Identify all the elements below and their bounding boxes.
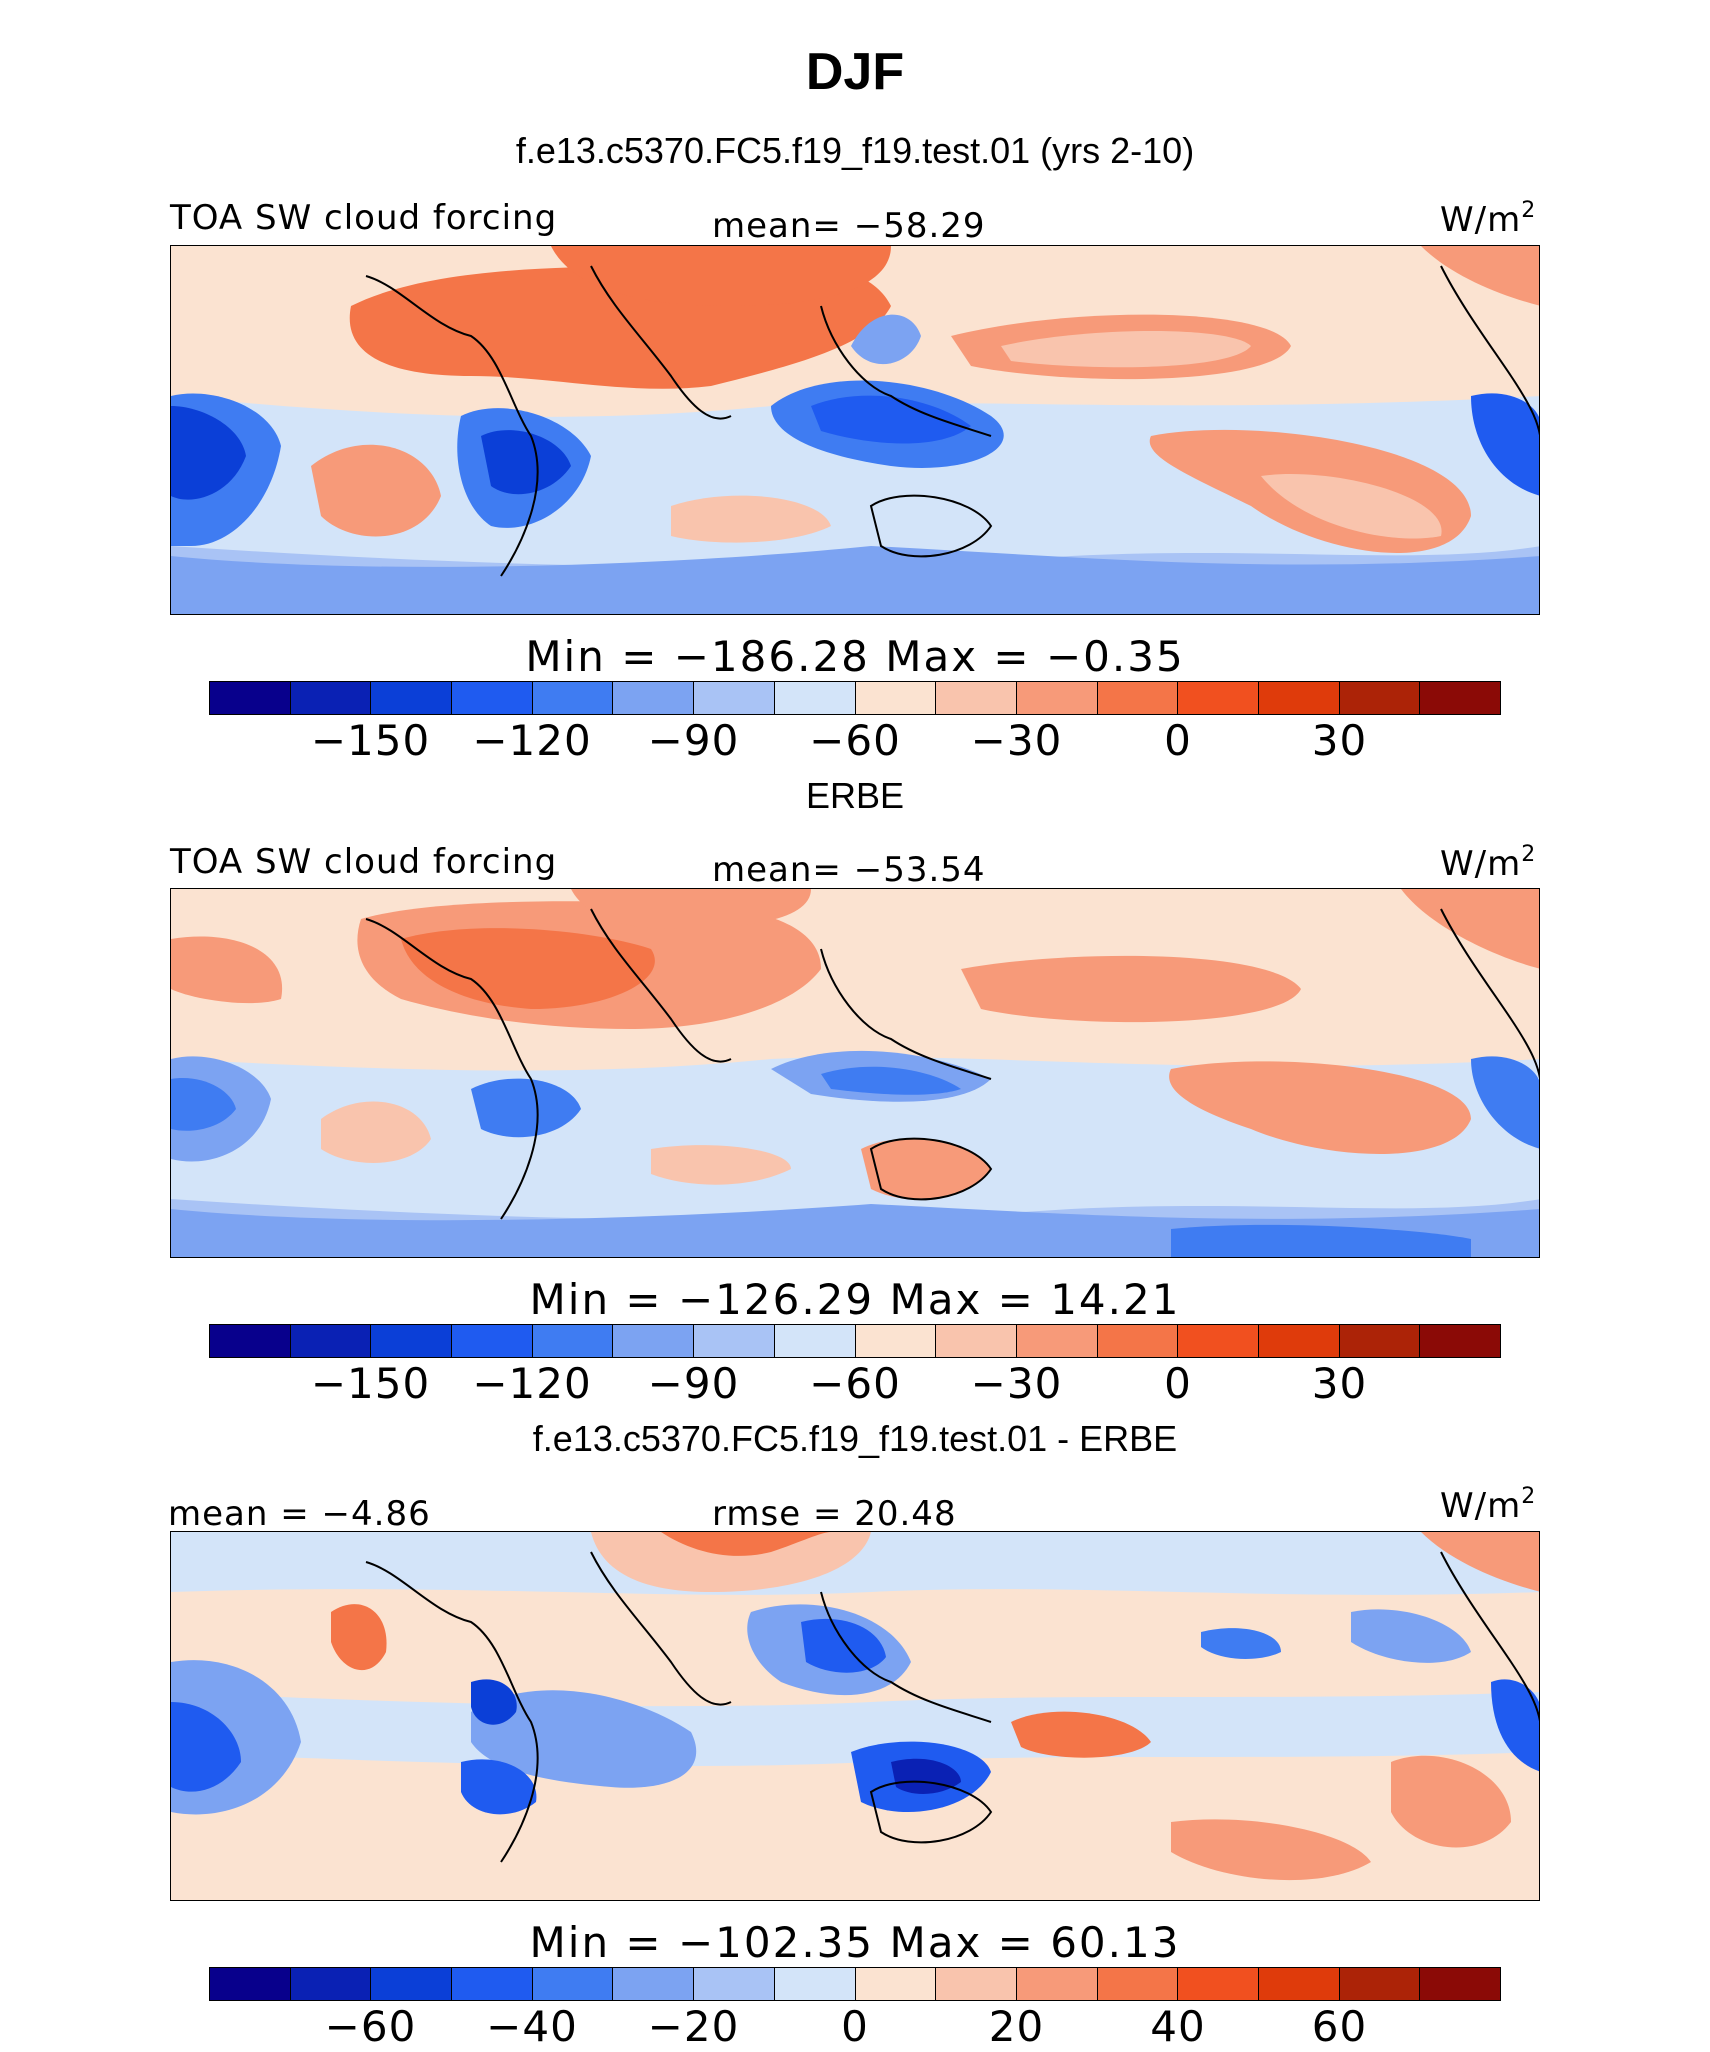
colorbar-tick-label: −60 [809,1359,901,1408]
colorbar-swatch [371,682,453,714]
colorbar-swatch [1420,1968,1500,2000]
panel-3-rmse-label: rmse = 20.48 [712,1494,957,1534]
colorbar-swatch [452,682,533,714]
colorbar-swatch [936,682,1017,714]
colorbar-swatch [371,1325,453,1357]
panel-1-colorbar-ticks: −150 −120 −90 −60 −30 0 30 [0,716,1710,766]
panel-2-contours [171,889,1539,1257]
colorbar-swatch [1178,682,1259,714]
colorbar-swatch [532,682,614,714]
colorbar-swatch [1420,1325,1500,1357]
colorbar-swatch [452,1325,533,1357]
panel-3-minmax: Min = −102.35 Max = 60.13 [529,1918,1181,1967]
colorbar-swatch [936,1325,1017,1357]
colorbar-swatch [1420,682,1500,714]
colorbar-tick-label: 0 [841,2002,869,2051]
colorbar-swatch [452,1968,533,2000]
colorbar-swatch [613,682,695,714]
colorbar-tick-label: 20 [988,2002,1045,2051]
colorbar-swatch [613,1968,695,2000]
colorbar-swatch [1258,682,1340,714]
panel-1-colorbar [209,681,1501,715]
colorbar-swatch [210,1325,291,1357]
colorbar-swatch [1097,1325,1179,1357]
colorbar-tick-label: −60 [809,716,901,765]
panel-1-minmax: Min = −186.28 Max = −0.35 [525,632,1185,681]
colorbar-tick-label: 0 [1164,716,1192,765]
panel-3-contours [171,1532,1539,1900]
colorbar-swatch [1097,1968,1179,2000]
panel-2-colorbar [209,1324,1501,1358]
colorbar-tick-label: −60 [324,2002,417,2051]
colorbar-tick-label: −20 [647,2002,740,2051]
colorbar-swatch [290,682,372,714]
colorbar-swatch [1258,1968,1340,2000]
colorbar-tick-label: 40 [1150,2002,1206,2051]
panel-3-mean-label: mean = −4.86 [168,1494,431,1534]
colorbar-tick-label: 30 [1311,716,1368,765]
colorbar-tick-label: −150 [310,1359,431,1408]
colorbar-swatch [694,1968,775,2000]
colorbar-tick-label: −40 [486,2002,578,2051]
colorbar-tick-label: −90 [647,1359,740,1408]
colorbar-swatch [1258,1325,1340,1357]
colorbar-swatch [855,1325,937,1357]
colorbar-tick-label: −120 [472,716,592,765]
colorbar-swatch [210,1968,291,2000]
panel-2-subtitle: ERBE [805,775,905,816]
colorbar-tick-label: 30 [1311,1359,1368,1408]
panel-1-mean-label: mean= −58.29 [712,206,986,246]
colorbar-swatch [694,682,775,714]
colorbar-swatch [290,1968,372,2000]
panel-2-minmax: Min = −126.29 Max = 14.21 [529,1275,1181,1324]
panel-3-colorbar-ticks: −60 −40 −20 0 20 40 60 [0,2002,1710,2052]
colorbar-swatch [774,1968,856,2000]
panel-2-units: W/m2 [1440,842,1537,884]
colorbar-swatch [1339,1325,1421,1357]
colorbar-swatch [1097,682,1179,714]
colorbar-tick-label: −120 [472,1359,592,1408]
colorbar-swatch [694,1325,775,1357]
colorbar-swatch [1339,682,1421,714]
colorbar-swatch [855,682,937,714]
colorbar-swatch [1016,1968,1098,2000]
panel-3-colorbar [209,1967,1501,2001]
panel-2-map [170,888,1540,1258]
panel-1-units: W/m2 [1440,198,1537,240]
colorbar-swatch [855,1968,937,2000]
colorbar-tick-label: −30 [970,1359,1063,1408]
colorbar-swatch [532,1968,614,2000]
panel-3-subtitle: f.e13.c5370.FC5.f19_f19.test.01 - ERBE [532,1418,1178,1459]
colorbar-swatch [1178,1968,1259,2000]
colorbar-tick-label: −150 [310,716,431,765]
panel-1-contours [171,246,1539,614]
colorbar-swatch [210,682,291,714]
colorbar-tick-label: −30 [970,716,1063,765]
panel-2-colorbar-ticks: −150 −120 −90 −60 −30 0 30 [0,1359,1710,1409]
colorbar-swatch [371,1968,453,2000]
colorbar-swatch [613,1325,695,1357]
colorbar-tick-label: 0 [1164,1359,1192,1408]
colorbar-swatch [1178,1325,1259,1357]
panel-2-left-label: TOA SW cloud forcing [170,842,558,882]
colorbar-swatch [1016,1325,1098,1357]
colorbar-tick-label: −90 [647,716,740,765]
panel-3-map [170,1531,1540,1901]
panel-3-units: W/m2 [1440,1484,1537,1526]
colorbar-tick-label: 60 [1311,2002,1368,2051]
panel-1-subtitle: f.e13.c5370.FC5.f19_f19.test.01 (yrs 2-1… [515,130,1195,171]
colorbar-swatch [774,682,856,714]
colorbar-swatch [936,1968,1017,2000]
colorbar-swatch [774,1325,856,1357]
figure-title: DJF [805,43,905,101]
panel-2-mean-label: mean= −53.54 [712,850,986,890]
colorbar-swatch [290,1325,372,1357]
panel-1-left-label: TOA SW cloud forcing [170,198,558,238]
colorbar-swatch [1016,682,1098,714]
colorbar-swatch [1339,1968,1421,2000]
colorbar-swatch [532,1325,614,1357]
panel-1-map [170,245,1540,615]
